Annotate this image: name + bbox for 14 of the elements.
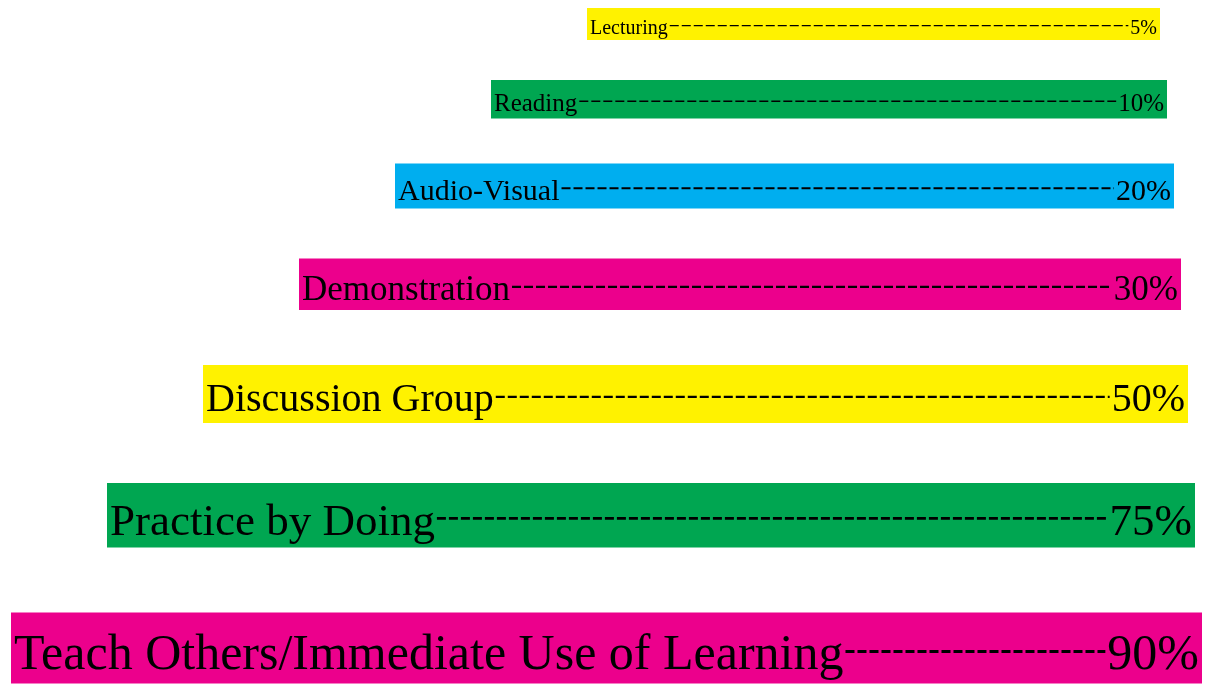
category-label: Teach Others/Immediate Use of Learning <box>14 624 844 681</box>
data-label: 30% <box>1113 268 1178 308</box>
category-label: Demonstration <box>302 268 511 308</box>
category-label: Discussion Group <box>206 375 494 421</box>
data-label: 10% <box>1118 88 1164 116</box>
category-label: Practice by Doing <box>110 494 435 545</box>
data-label: 90% <box>1107 624 1199 681</box>
category-label: Lecturing <box>590 15 668 39</box>
category-label: Audio-Visual <box>398 172 560 206</box>
category-label: Reading <box>494 88 578 116</box>
data-label: 5% <box>1130 15 1157 38</box>
data-label: 75% <box>1109 494 1192 545</box>
data-label: 20% <box>1116 172 1171 206</box>
data-label: 50% <box>1111 375 1185 421</box>
